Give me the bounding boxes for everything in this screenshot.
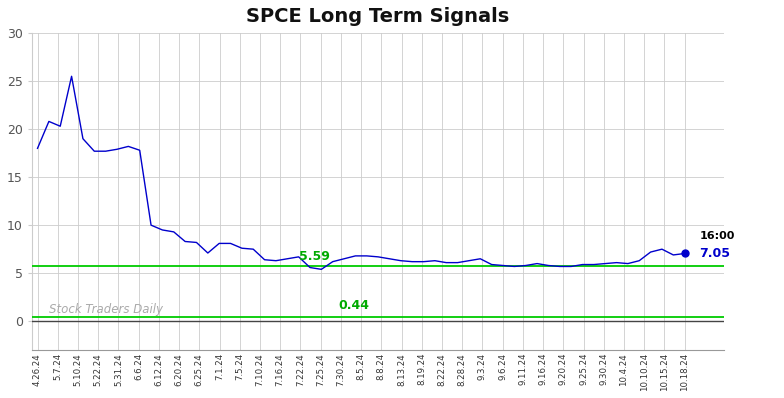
Text: 5.59: 5.59 (299, 250, 329, 263)
Text: Stock Traders Daily: Stock Traders Daily (49, 303, 163, 316)
Text: 7.05: 7.05 (699, 247, 731, 260)
Text: 16:00: 16:00 (699, 231, 735, 241)
Text: 0.44: 0.44 (338, 299, 369, 312)
Title: SPCE Long Term Signals: SPCE Long Term Signals (246, 7, 510, 26)
